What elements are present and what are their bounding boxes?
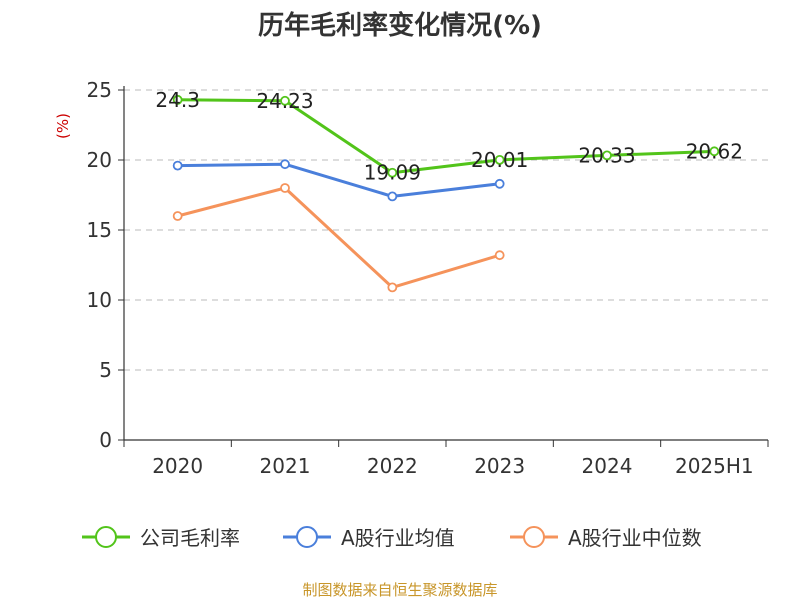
data-point xyxy=(494,250,505,261)
data-label: 20.01 xyxy=(471,148,528,172)
axes: 0 5 10 15 20 25 2020 2021 2022 2023 2024 2025H1 xyxy=(87,78,769,478)
data-point xyxy=(387,191,398,202)
legend-item[interactable]: A股行业均值 xyxy=(283,526,455,550)
y-tick-label: 25 xyxy=(87,78,112,102)
data-point xyxy=(172,211,183,221)
data-point xyxy=(387,282,398,293)
data-point xyxy=(602,150,612,161)
data-label: 24.23 xyxy=(256,89,313,113)
series-1: 24.3 24.23 19.09 20.01 20.33 20.62 xyxy=(155,88,743,185)
legend-label: A股行业均值 xyxy=(341,526,455,550)
y-tick-label: 10 xyxy=(87,288,112,312)
data-point xyxy=(172,94,183,105)
data-point xyxy=(280,183,290,193)
data-point xyxy=(494,154,505,165)
series-line xyxy=(177,162,500,198)
x-tick-label: 2025H1 xyxy=(675,454,754,478)
grid-lines xyxy=(124,89,768,371)
series-line xyxy=(177,98,715,175)
legend-item[interactable]: 公司毛利率 xyxy=(82,526,240,550)
data-source-note: 制图数据来自恒生聚源数据库 xyxy=(302,581,497,599)
legend-label: 公司毛利率 xyxy=(140,526,240,550)
legend-item[interactable]: A股行业中位数 xyxy=(510,526,702,550)
y-axis-unit: (%) xyxy=(54,113,72,139)
data-point xyxy=(494,178,505,189)
x-tick-label: 2021 xyxy=(260,454,311,478)
data-point xyxy=(280,95,290,106)
chart-title: 历年毛利率变化情况(%) xyxy=(258,10,542,41)
series-line xyxy=(177,186,501,289)
series-layer: 24.3 24.23 19.09 20.01 20.33 20.62 xyxy=(155,88,743,293)
data-point xyxy=(172,160,183,171)
legend-marker xyxy=(523,526,545,548)
y-tick-label: 5 xyxy=(99,358,112,382)
data-label: 20.33 xyxy=(578,143,635,167)
series-2 xyxy=(172,159,505,202)
data-label: 24.3 xyxy=(155,88,200,112)
data-point xyxy=(280,159,290,170)
y-tick-label: 20 xyxy=(87,148,112,172)
y-tick-label: 15 xyxy=(87,218,112,242)
y-tick-label: 0 xyxy=(99,428,112,452)
data-point xyxy=(387,167,398,178)
x-tick-label: 2024 xyxy=(582,454,633,478)
legend: 公司毛利率 A股行业均值 A股行业中位数 xyxy=(82,526,702,550)
x-tick-label: 2020 xyxy=(152,454,203,478)
legend-marker xyxy=(95,526,117,548)
data-label: 20.62 xyxy=(686,139,743,163)
data-label: 19.09 xyxy=(364,161,421,185)
legend-label: A股行业中位数 xyxy=(568,526,702,550)
x-tick-label: 2022 xyxy=(367,454,418,478)
x-tick-label: 2023 xyxy=(474,454,525,478)
series-3 xyxy=(172,183,505,293)
data-point xyxy=(709,146,720,157)
legend-marker xyxy=(296,526,318,548)
